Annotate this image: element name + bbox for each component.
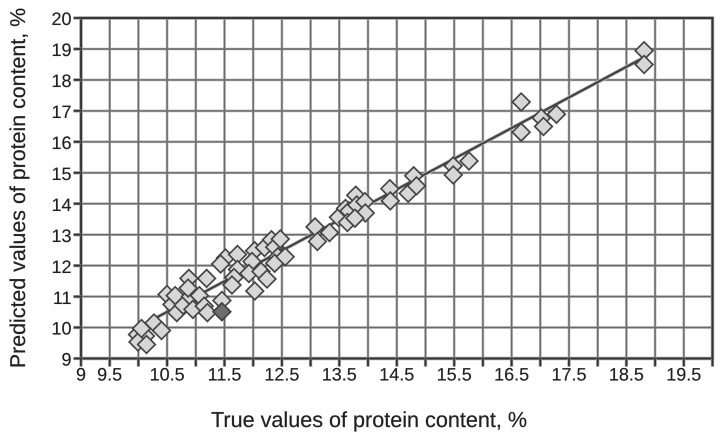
svg-text:17: 17 xyxy=(51,102,71,122)
svg-text:15: 15 xyxy=(51,164,71,184)
svg-text:9.5: 9.5 xyxy=(97,364,122,384)
svg-text:16: 16 xyxy=(51,133,71,153)
svg-text:13: 13 xyxy=(51,226,71,246)
svg-text:Predicted values of protein co: Predicted values of protein content, % xyxy=(6,8,30,368)
svg-text:14.5: 14.5 xyxy=(379,364,414,384)
svg-text:15.5: 15.5 xyxy=(437,364,472,384)
svg-text:19.5: 19.5 xyxy=(666,364,701,384)
svg-text:10.5: 10.5 xyxy=(150,364,185,384)
svg-text:9: 9 xyxy=(61,350,71,370)
svg-text:14: 14 xyxy=(51,195,71,215)
svg-text:18.5: 18.5 xyxy=(609,364,644,384)
svg-text:20: 20 xyxy=(51,9,71,29)
svg-text:18: 18 xyxy=(51,71,71,91)
svg-text:17.5: 17.5 xyxy=(551,364,586,384)
svg-text:19: 19 xyxy=(51,40,71,60)
svg-text:True values of protein content: True values of protein content, % xyxy=(211,407,527,432)
svg-text:9: 9 xyxy=(76,364,86,384)
svg-text:11: 11 xyxy=(53,288,72,308)
svg-text:12.5: 12.5 xyxy=(264,364,299,384)
svg-text:12: 12 xyxy=(51,257,71,277)
svg-text:10: 10 xyxy=(51,319,71,339)
svg-text:16.5: 16.5 xyxy=(494,364,529,384)
svg-text:11.5: 11.5 xyxy=(208,364,242,384)
svg-text:13.5: 13.5 xyxy=(322,364,357,384)
